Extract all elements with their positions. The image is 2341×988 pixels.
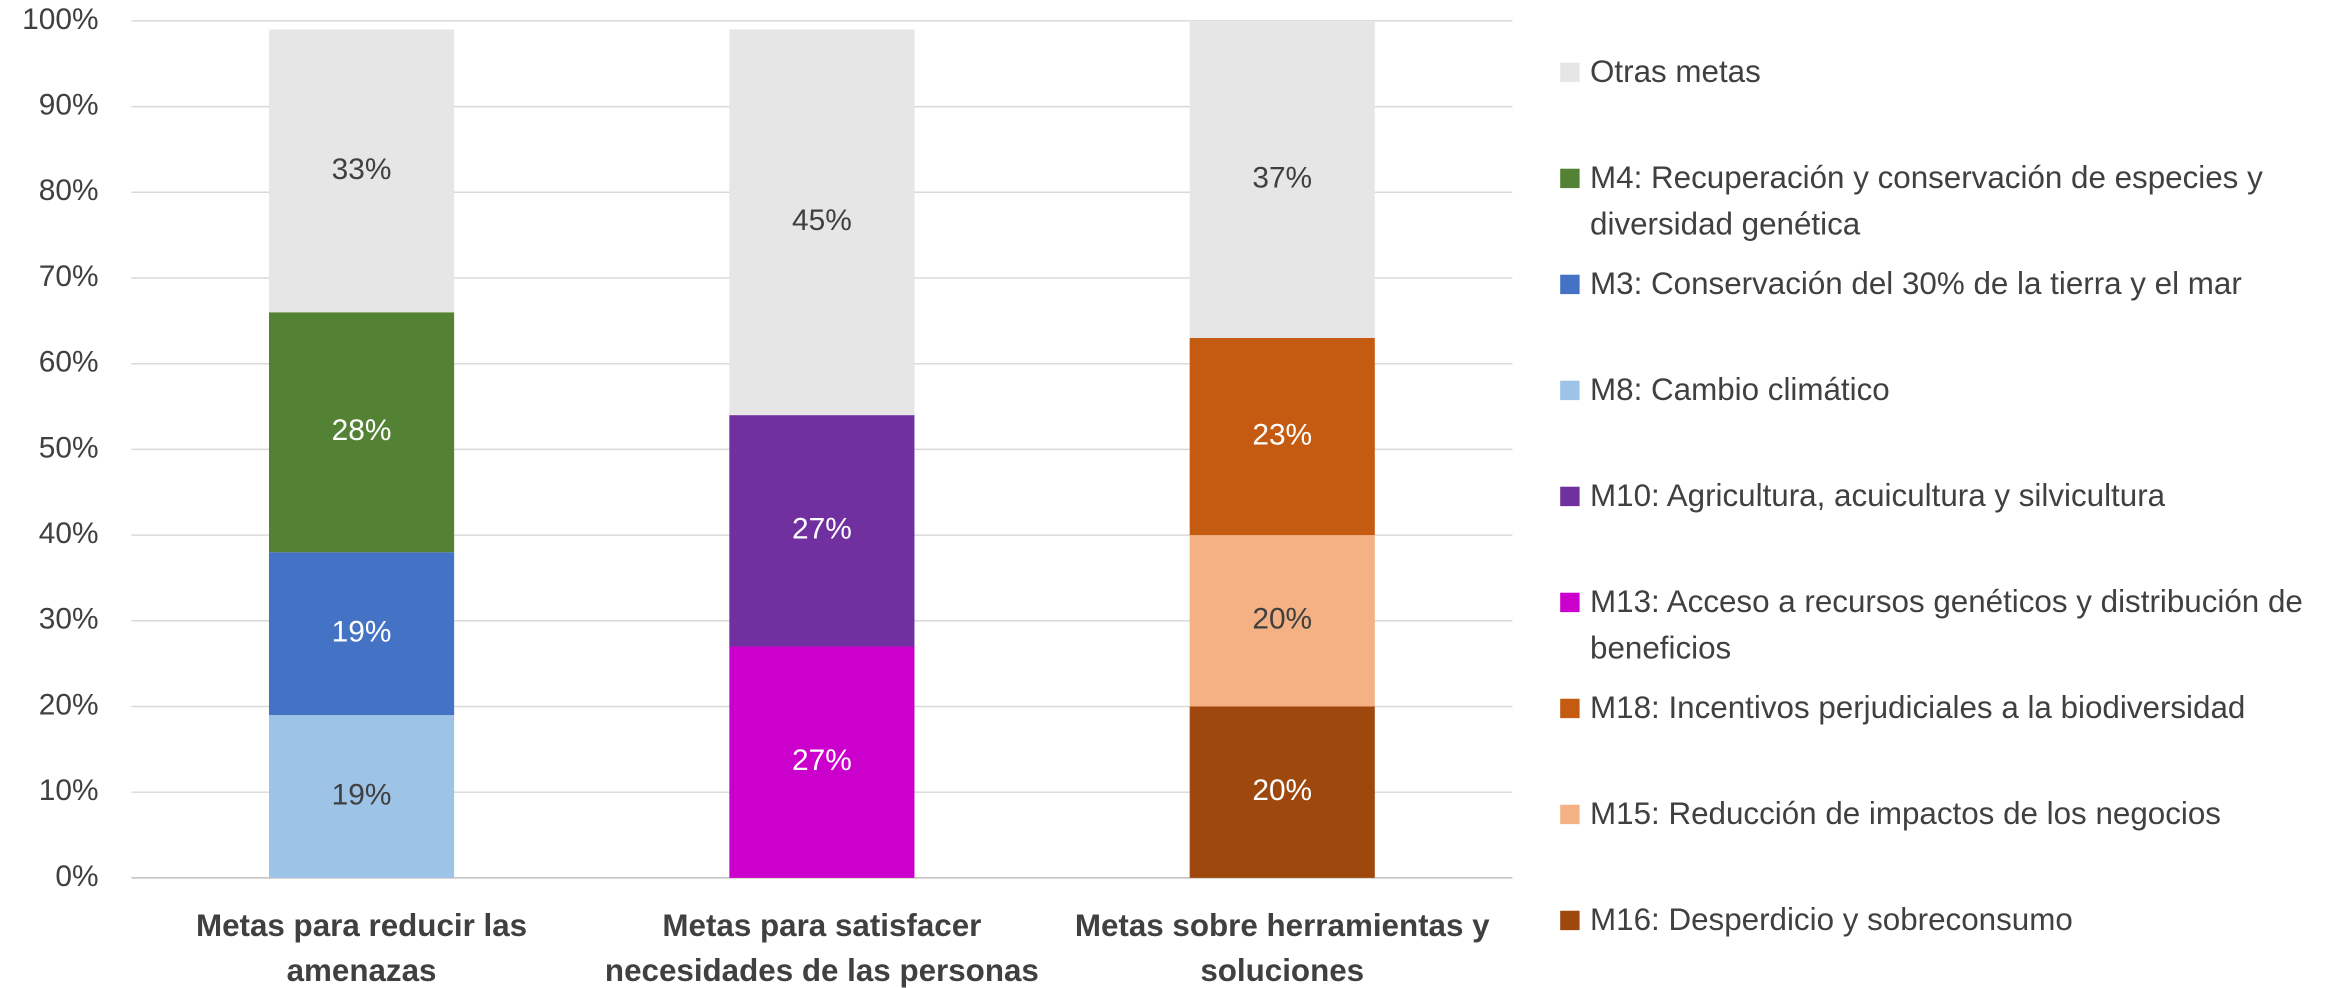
data-label: 45% bbox=[792, 204, 852, 237]
bar-segment bbox=[1189, 20, 1375, 338]
y-tick-label: 10% bbox=[39, 774, 99, 807]
legend-swatch bbox=[1560, 910, 1580, 931]
data-label: 20% bbox=[1252, 774, 1312, 807]
legend-label: Otras metas bbox=[1590, 55, 1761, 90]
legend-label: M13: Acceso a recursos genéticos y distr… bbox=[1590, 585, 2303, 666]
legend-item: M8: Cambio climático bbox=[1560, 367, 2341, 413]
data-label: 37% bbox=[1252, 161, 1312, 194]
y-tick-label: 40% bbox=[39, 517, 99, 550]
legend-swatch bbox=[1560, 592, 1580, 613]
y-tick-label: 0% bbox=[55, 860, 98, 893]
legend-item: M3: Conservación del 30% de la tierra y … bbox=[1560, 261, 2341, 307]
legend-item: M18: Incentivos perjudiciales a la biodi… bbox=[1560, 685, 2341, 731]
data-label: 33% bbox=[332, 153, 392, 186]
legend-label: M10: Agricultura, acuicultura y silvicul… bbox=[1590, 479, 2166, 514]
y-tick-label: 100% bbox=[22, 3, 98, 36]
bar-segment bbox=[268, 552, 455, 716]
bar-segment bbox=[1189, 706, 1375, 878]
x-tick-label: Metas para reducir las amenazas bbox=[195, 909, 528, 988]
legend-item: M4: Recuperación y conservación de espec… bbox=[1560, 155, 2341, 248]
bar-segment bbox=[268, 715, 455, 878]
y-tick-label: 70% bbox=[39, 260, 99, 293]
legend-swatch bbox=[1560, 62, 1580, 83]
legend-swatch bbox=[1560, 380, 1580, 401]
y-tick-label: 30% bbox=[39, 603, 99, 636]
data-label: 19% bbox=[332, 778, 392, 811]
legend-item: M13: Acceso a recursos genéticos y distr… bbox=[1560, 579, 2341, 672]
data-label: 27% bbox=[792, 744, 852, 777]
legend-swatch bbox=[1560, 168, 1580, 189]
x-tick-label: Metas sobre herramientas y soluciones bbox=[1074, 909, 1490, 988]
bar-segment bbox=[1189, 535, 1375, 707]
bar-segment bbox=[268, 312, 455, 553]
bar-segment bbox=[729, 29, 915, 416]
data-label: 27% bbox=[792, 513, 852, 546]
legend-swatch bbox=[1560, 486, 1580, 507]
legend-label: M16: Desperdicio y sobreconsumo bbox=[1590, 903, 2073, 938]
data-label: 20% bbox=[1252, 603, 1312, 636]
data-label: 23% bbox=[1252, 418, 1312, 451]
data-label: 19% bbox=[332, 616, 392, 649]
legend-label: M8: Cambio climático bbox=[1590, 373, 1890, 408]
bar-segment bbox=[1189, 337, 1375, 536]
data-label: 28% bbox=[332, 414, 392, 447]
bar-segment bbox=[729, 646, 915, 878]
legend-label: M4: Recuperación y conservación de espec… bbox=[1590, 161, 2263, 242]
y-tick-label: 80% bbox=[39, 174, 99, 207]
legend-swatch bbox=[1560, 804, 1580, 825]
legend-item: M10: Agricultura, acuicultura y silvicul… bbox=[1560, 473, 2341, 519]
legend-label: M3: Conservación del 30% de la tierra y … bbox=[1590, 267, 2242, 302]
y-tick-label: 60% bbox=[39, 346, 99, 379]
x-tick-label: Metas para satisfacer necesidades de las… bbox=[604, 909, 1039, 988]
legend-label: M18: Incentivos perjudiciales a la biodi… bbox=[1590, 691, 2246, 726]
y-tick-label: 50% bbox=[39, 431, 99, 464]
legend-item: M15: Reducción de impactos de los negoci… bbox=[1560, 791, 2341, 837]
y-tick-label: 20% bbox=[39, 688, 99, 721]
legend-label: M15: Reducción de impactos de los negoci… bbox=[1590, 797, 2221, 832]
legend-item: M16: Desperdicio y sobreconsumo bbox=[1560, 897, 2341, 943]
legend-swatch bbox=[1560, 698, 1580, 719]
bar-segment bbox=[268, 29, 455, 313]
legend-item: Otras metas bbox=[1560, 49, 2341, 95]
legend-swatch bbox=[1560, 274, 1580, 295]
bar-segment bbox=[729, 415, 915, 647]
y-tick-label: 90% bbox=[39, 88, 99, 121]
